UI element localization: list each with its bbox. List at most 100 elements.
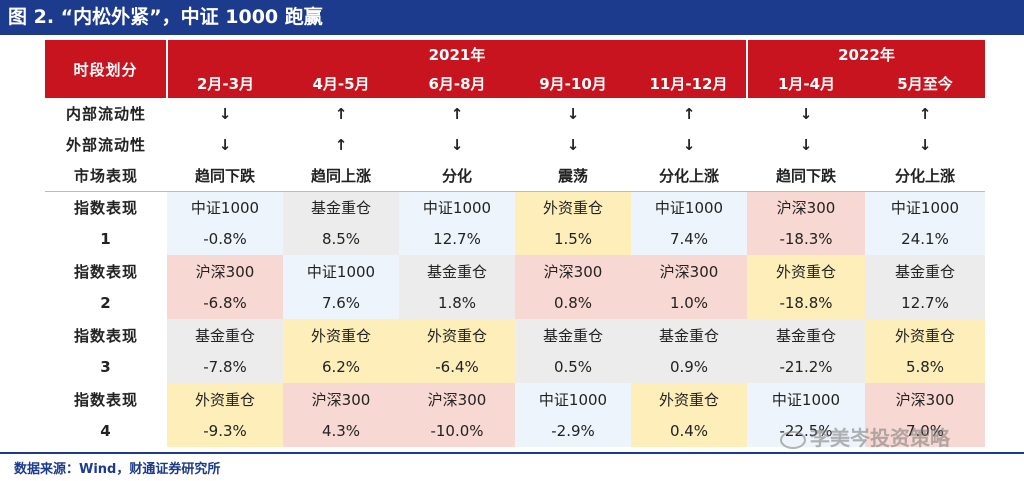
index-value-cell: 7.0% (865, 415, 985, 447)
header-year-2021: 2021年 (167, 40, 748, 68)
index-value-cell: 24.1% (865, 223, 985, 255)
index-value-cell: -18.8% (747, 287, 865, 319)
index-value-row: 1 -0.8% 8.5% 12.7% 1.5% 7.4% -18.3% 24.1% (45, 223, 985, 255)
market-value: 趋同上涨 (310, 166, 371, 185)
index-name-cell: 外资重仓 (283, 319, 399, 351)
index-name-cell: 中证1000 (399, 190, 515, 223)
period-table: 时段划分 2021年 2022年 2月-3月 4月-5月 6月-8月 9月-10月 11… (45, 40, 985, 447)
header-period-1: 4月-5月 (283, 68, 399, 98)
arrow-up-icon: ↑ (450, 104, 464, 123)
index-name-cell: 沪深300 (399, 383, 515, 415)
index-value-cell: -7.8% (167, 351, 283, 383)
index-name-cell: 外资重仓 (399, 319, 515, 351)
index-value-row: 2 -6.8% 7.6% 1.8% 0.8% 1.0% -18.8% 12.7% (45, 287, 985, 319)
index-name-cell: 沪深300 (865, 383, 985, 415)
arrow-down-icon: ↓ (566, 104, 580, 123)
header-period-5: 1月-4月 (747, 68, 865, 98)
footer-divider (0, 452, 1024, 454)
index-name-cell: 中证1000 (747, 383, 865, 415)
index-name-cell: 基金重仓 (865, 255, 985, 287)
index-name-cell: 沪深300 (283, 383, 399, 415)
header-period-3: 9月-10月 (515, 68, 631, 98)
arrow-up-icon: ↑ (682, 104, 696, 123)
market-row: 市场表现 趋同下跌 趋同上涨 分化 震荡 分化上涨 趋同下跌 分化上涨 (45, 160, 985, 191)
index-name-cell: 外资重仓 (631, 383, 747, 415)
index-name-cell: 基金重仓 (631, 319, 747, 351)
index-name-cell: 基金重仓 (167, 319, 283, 351)
arrow-down-icon: ↓ (566, 135, 580, 154)
index-value-cell: -2.9% (515, 415, 631, 447)
index-value-cell: 1.5% (515, 223, 631, 255)
header-period-4: 11月-12月 (631, 68, 748, 98)
index-name-cell: 中证1000 (631, 190, 747, 223)
arrow-up-icon: ↑ (334, 104, 348, 123)
arrow-up-icon: ↑ (334, 135, 348, 154)
index-name-row: 指数表现 中证1000 基金重仓 中证1000 外资重仓 中证1000 沪深300 中证100… (45, 190, 985, 223)
index-value-cell: -9.3% (167, 415, 283, 447)
index-name-cell: 中证1000 (515, 383, 631, 415)
index-value-cell: 1.8% (399, 287, 515, 319)
index-rank: 1 (100, 230, 112, 248)
index-value-cell: 0.4% (631, 415, 747, 447)
index-name-cell: 外资重仓 (865, 319, 985, 351)
arrow-up-icon: ↑ (918, 104, 932, 123)
index-name-cell: 中证1000 (865, 190, 985, 223)
index-name-cell: 外资重仓 (515, 190, 631, 223)
header-period-2: 6月-8月 (399, 68, 515, 98)
index-value-cell: -21.2% (747, 351, 865, 383)
market-value: 震荡 (557, 166, 588, 185)
index-value-cell: 1.0% (631, 287, 747, 319)
market-value: 分化上涨 (894, 166, 955, 185)
index-name-row: 指数表现 基金重仓 外资重仓 外资重仓 基金重仓 基金重仓 基金重仓 外资重仓 (45, 319, 985, 351)
index-value-cell: 12.7% (399, 223, 515, 255)
data-source: 数据来源：Wind，财通证券研究所 (14, 462, 221, 477)
index-name-cell: 中证1000 (283, 255, 399, 287)
arrow-down-icon: ↓ (799, 135, 813, 154)
index-name-row: 指数表现 沪深300 中证1000 基金重仓 沪深300 沪深300 外资重仓 基金重仓 (45, 255, 985, 287)
index-value-cell: 4.3% (283, 415, 399, 447)
index-value-cell: -0.8% (167, 223, 283, 255)
index-value-cell: -6.8% (167, 287, 283, 319)
market-value: 趋同下跌 (775, 166, 836, 185)
index-label: 指数表现 (45, 190, 167, 223)
indicator-row: 外部流动性 ↓ ↑ ↓ ↓ ↓ ↓ ↓ (45, 129, 985, 160)
index-value-cell: 0.9% (631, 351, 747, 383)
header-period-0: 2月-3月 (167, 68, 283, 98)
arrow-down-icon: ↓ (799, 104, 813, 123)
market-value: 趋同下跌 (194, 166, 255, 185)
index-name-cell: 沪深300 (167, 255, 283, 287)
figure-title: 图 2. “内松外紧”，中证 1000 跑赢 (0, 0, 1024, 35)
index-label: 指数表现 (73, 390, 138, 409)
index-name-row: 指数表现 外资重仓 沪深300 沪深300 中证1000 外资重仓 中证1000 沪深300 (45, 383, 985, 415)
index-name-cell: 沪深300 (747, 190, 865, 223)
index-value-cell: 12.7% (865, 287, 985, 319)
watermark-text: 李美岑投资策略 (810, 426, 950, 450)
index-label: 指数表现 (73, 326, 138, 345)
index-value-cell: 0.5% (515, 351, 631, 383)
index-value-cell: 8.5% (283, 223, 399, 255)
index-name-cell: 外资重仓 (747, 255, 865, 287)
index-value-row: 4 -9.3% 4.3% -10.0% -2.9% 0.4% -22.5% 7.0% (45, 415, 985, 447)
index-value-cell: -18.3% (747, 223, 865, 255)
index-value-cell: 7.6% (283, 287, 399, 319)
arrow-down-icon: ↓ (218, 104, 232, 123)
index-value-cell: -22.5% (747, 415, 865, 447)
indicator-row: 内部流动性 ↓ ↑ ↑ ↓ ↑ ↓ ↑ (45, 98, 985, 129)
market-value: 分化上涨 (658, 166, 719, 185)
header-year-2022: 2022年 (747, 40, 985, 68)
wechat-icon (780, 430, 806, 449)
index-value-cell: 0.8% (515, 287, 631, 319)
index-name-cell: 沪深300 (515, 255, 631, 287)
index-name-cell: 基金重仓 (747, 319, 865, 351)
arrow-down-icon: ↓ (218, 135, 232, 154)
arrow-down-icon: ↓ (450, 135, 464, 154)
market-label: 市场表现 (73, 166, 138, 185)
arrow-down-icon: ↓ (918, 135, 932, 154)
indicator-label: 内部流动性 (65, 105, 146, 123)
index-name-cell: 基金重仓 (283, 190, 399, 223)
index-name-cell: 基金重仓 (515, 319, 631, 351)
index-rank: 2 (100, 294, 112, 312)
index-value-cell: 5.8% (865, 351, 985, 383)
index-rank: 4 (100, 422, 112, 440)
index-name-cell: 基金重仓 (399, 255, 515, 287)
